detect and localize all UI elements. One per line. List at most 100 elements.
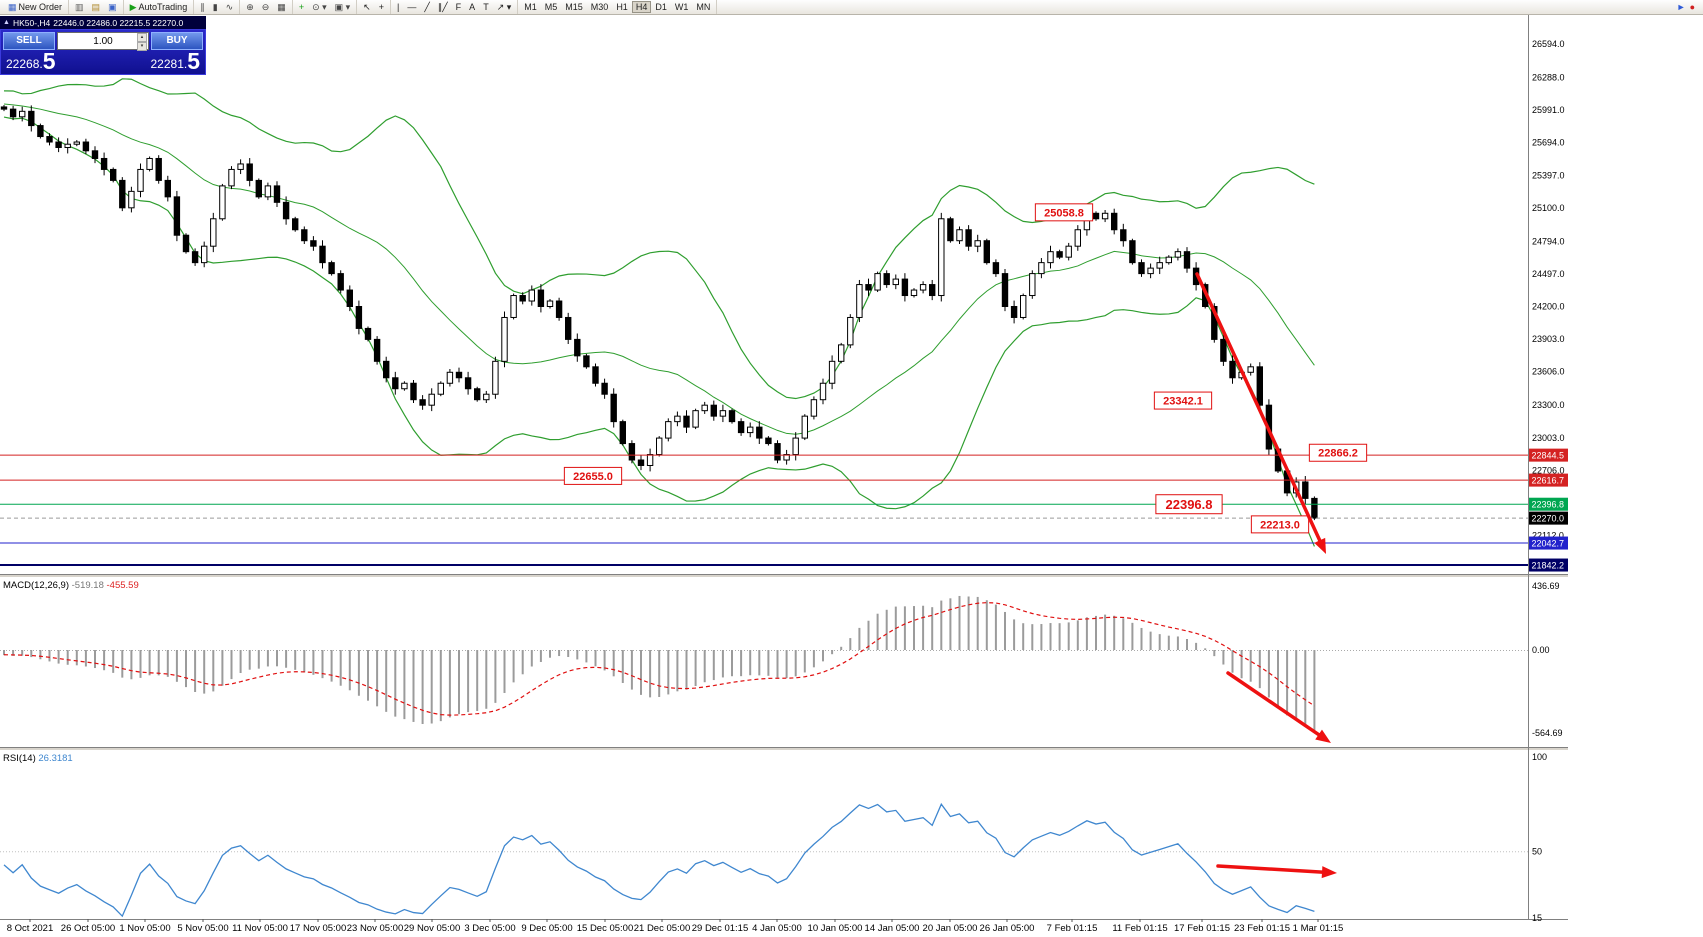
candlestick-chart-button[interactable]: ▮ — [209, 1, 222, 13]
time-tick-label: 20 Jan 05:00 — [923, 923, 978, 934]
rsi-trend-arrow[interactable] — [1216, 864, 1337, 879]
collapse-icon[interactable]: ▲ — [3, 19, 10, 26]
timeframe-h4-button[interactable]: H4 — [631, 1, 652, 13]
volume-increase-icon[interactable]: ▴ — [137, 33, 147, 42]
price-tick-label: 25397.0 — [1532, 170, 1565, 180]
channel-tool-button[interactable]: ∥╱ — [434, 1, 452, 13]
fibonacci-tool-icon: F — [455, 2, 462, 12]
bollinger-upper-line — [3, 78, 1315, 400]
periods-dropdown-button[interactable]: ⊙ ▾ — [308, 1, 331, 13]
annotation-label[interactable]: 23342.1 — [1153, 391, 1213, 410]
bid-price-small: 22268. — [6, 57, 43, 71]
volume-stepper[interactable]: 1.00 ▴ ▾ — [57, 32, 149, 51]
volume-decrease-icon[interactable]: ▾ — [137, 42, 147, 51]
price-tick-label: 24497.0 — [1532, 269, 1565, 279]
profiles-icon-button[interactable]: ▤ — [88, 1, 105, 13]
price-axis[interactable]: 26594.0 26288.0 25991.0 25694.0 25397.0 25100… — [1529, 39, 1568, 572]
time-tick-label: 17 Feb 01:15 — [1174, 923, 1230, 934]
line-chart-button[interactable]: ∿ — [222, 1, 238, 13]
price-tag-label: 22396.8 — [1532, 500, 1565, 510]
volume-spinner[interactable]: ▴ ▾ — [137, 33, 147, 51]
zoom-in-icon: ⊕ — [246, 2, 254, 12]
cursor-tool-button[interactable]: ↖ — [359, 1, 375, 13]
chart-canvas[interactable]: 26594.0 26288.0 25991.0 25694.0 25397.0 25100… — [0, 15, 1703, 937]
timeframe-m1-button[interactable]: M1 — [520, 1, 541, 13]
text-tool-button[interactable]: A — [465, 1, 479, 13]
symbol-info-bar[interactable]: ▲ HK50-,H4 22446.0 22486.0 22215.5 22270… — [0, 16, 206, 29]
chart-shift-icon[interactable]: ► — [1676, 2, 1686, 12]
annotations[interactable]: 25058.8 23342.1 22866.2 22655.0 22396.8 22213… — [563, 203, 1368, 534]
candles-group — [0, 104, 1318, 521]
new-order-button[interactable]: ▦ New Order — [4, 1, 66, 13]
annotation-label[interactable]: 25058.8 — [1034, 203, 1094, 222]
sell-button[interactable]: SELL — [3, 32, 55, 50]
annotation-label[interactable]: 22655.0 — [563, 466, 623, 485]
bar-chart-button[interactable]: ∥ — [196, 1, 209, 13]
horizontal-line-tool-button[interactable]: — — [403, 1, 420, 13]
bollinger-bands — [3, 78, 1315, 547]
toolbar-group: ▦ New Order — [2, 0, 70, 14]
chart-window-icon-button[interactable]: ▥ — [71, 1, 88, 13]
autotrading-button[interactable]: ▶ AutoTrading — [126, 1, 192, 13]
timeframe-m5-button[interactable]: M5 — [541, 1, 562, 13]
zoom-out-button[interactable]: ⊖ — [258, 1, 274, 13]
label-tool-button[interactable]: T — [479, 1, 493, 13]
indicators-add-button[interactable]: + — [295, 1, 308, 13]
time-tick-label: 8 Oct 2021 — [7, 923, 53, 934]
annotation-label[interactable]: 22396.8 — [1155, 494, 1223, 515]
rsi-axis-label: 50 — [1532, 847, 1542, 857]
tile-windows-button[interactable]: ▦ — [273, 1, 290, 13]
record-icon[interactable]: ● — [1689, 2, 1695, 12]
time-tick-label: 1 Nov 05:00 — [119, 923, 170, 934]
annotation-label[interactable]: 22866.2 — [1308, 443, 1368, 462]
timeframe-d1-button[interactable]: D1 — [651, 1, 671, 13]
annotation-label[interactable]: 22213.0 — [1250, 515, 1310, 534]
svg-text:22866.2: 22866.2 — [1318, 448, 1358, 460]
timeframe-mn-button[interactable]: MN — [692, 1, 714, 13]
arrows-tool-icon: ↗ ▾ — [496, 2, 512, 12]
timeframe-m15-button[interactable]: M15 — [561, 1, 587, 13]
time-tick-label: 9 Dec 05:00 — [521, 923, 572, 934]
one-click-trading-panel: ▲ HK50-,H4 22446.0 22486.0 22215.5 22270… — [0, 16, 206, 75]
panel-splitter[interactable] — [0, 574, 1568, 577]
price-tick-label: 25991.0 — [1532, 105, 1565, 115]
timeframe-w1-button[interactable]: W1 — [671, 1, 693, 13]
price-tag-label: 22616.7 — [1532, 476, 1565, 486]
vertical-line-tool-icon: | — [396, 2, 400, 12]
horizontal-levels[interactable] — [0, 454, 1528, 567]
timeframe-h1-button[interactable]: H1 — [612, 1, 632, 13]
time-tick-label: 26 Oct 05:00 — [61, 923, 115, 934]
vertical-line-tool-button[interactable]: | — [393, 1, 403, 13]
price-tick-label: 24794.0 — [1532, 236, 1565, 246]
time-tick-label: 7 Feb 01:15 — [1047, 923, 1098, 934]
crosshair-tool-button[interactable]: + — [375, 1, 388, 13]
timeframe-m30-button[interactable]: M30 — [587, 1, 613, 13]
template-dropdown-button[interactable]: ▣ ▾ — [331, 1, 355, 13]
macd-trend-arrow[interactable] — [1226, 671, 1331, 743]
main-toolbar: ▦ New Order ▥ ▤ ▣ ▶ AutoTrading ∥ ▮ ∿ ⊕ ⊖ ▦ + ⊙ ▾ ▣ ▾ ↖ +… — [0, 0, 1703, 15]
chart-window[interactable]: 26594.0 26288.0 25991.0 25694.0 25397.0 25100… — [0, 15, 1703, 937]
bid-price[interactable]: 22268. 5 — [6, 50, 56, 73]
ask-price-small: 22281. — [150, 57, 188, 71]
periods-dropdown-icon: ⊙ ▾ — [312, 2, 327, 12]
fibonacci-tool-button[interactable]: F — [452, 1, 466, 13]
price-trend-arrow[interactable] — [1195, 272, 1326, 554]
chart-window-icon-icon: ▥ — [75, 2, 84, 12]
buy-button[interactable]: BUY — [151, 32, 203, 50]
zoom-in-button[interactable]: ⊕ — [242, 1, 258, 13]
ask-price[interactable]: 22281. 5 — [150, 50, 201, 73]
trendline-tool-button[interactable]: ╱ — [420, 1, 433, 13]
symbol-ohlc-text: 22446.0 22486.0 22215.5 22270.0 — [53, 17, 184, 28]
time-tick-label: 17 Nov 05:00 — [290, 923, 347, 934]
time-axis[interactable]: 8 Oct 2021 26 Oct 05:00 1 Nov 05:00 5 Nov 0… — [7, 919, 1344, 934]
panel-splitter[interactable] — [0, 747, 1568, 750]
price-tick-label: 23003.0 — [1532, 433, 1565, 443]
time-tick-label: 23 Feb 01:15 — [1234, 923, 1290, 934]
market-watch-icon-button[interactable]: ▣ — [104, 1, 121, 13]
zoom-out-icon: ⊖ — [261, 2, 270, 12]
price-tag-label: 22270.0 — [1532, 514, 1565, 524]
macd-signal-line — [3, 602, 1315, 716]
time-tick-label: 21 Dec 05:00 — [634, 923, 691, 934]
toolbar-group: ▥ ▤ ▣ — [69, 0, 124, 14]
arrows-tool-button[interactable]: ↗ ▾ — [493, 1, 516, 13]
